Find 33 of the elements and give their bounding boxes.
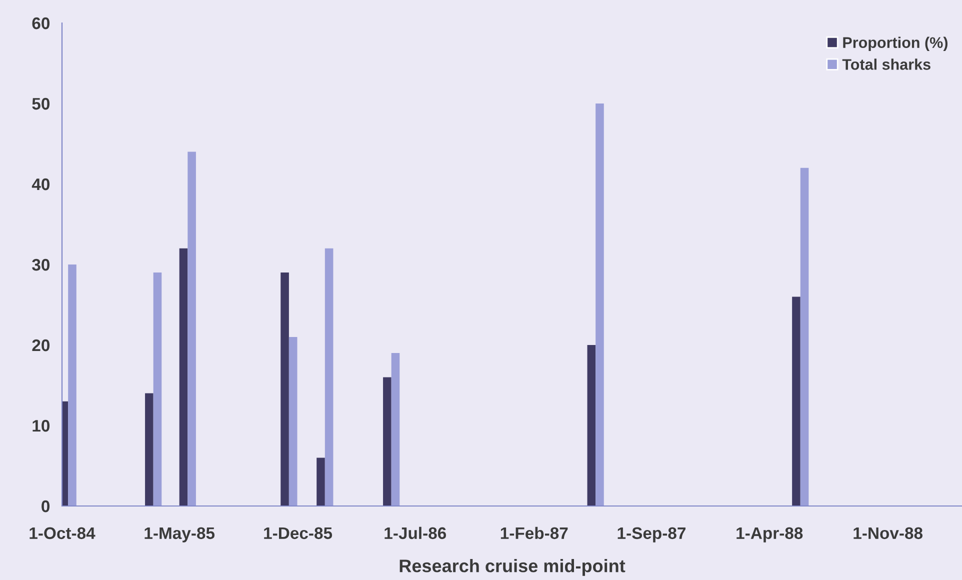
y-tick-label: 60 [32, 17, 50, 30]
x-tick-label: 1-Apr-88 [736, 527, 803, 542]
legend-label: Total sharks [842, 58, 930, 70]
bar [288, 336, 298, 506]
x-axis-title: Research cruise mid-point [400, 559, 626, 576]
bar [280, 272, 289, 506]
bar [800, 168, 809, 506]
legend-label: Proportion (%) [843, 36, 948, 51]
x-tick-label: 1-Oct-84 [30, 527, 96, 540]
x-tick-label: 1-May-85 [144, 527, 215, 542]
x-tick-label: 1-Jul-86 [384, 526, 446, 540]
bar [587, 345, 596, 506]
x-tick-label: 1-Sep-87 [618, 527, 686, 542]
bar [68, 264, 76, 506]
y-tick-label: 50 [32, 98, 50, 110]
x-tick-label: 1-Nov-88 [854, 527, 923, 540]
bar [383, 377, 392, 506]
bar [179, 248, 188, 506]
y-tick-label: 30 [32, 258, 50, 271]
bar [324, 248, 334, 506]
y-tick-label: 20 [32, 339, 50, 352]
bar [596, 104, 604, 506]
y-tick-label: 40 [32, 178, 50, 190]
y-tick-label: 0 [42, 500, 50, 512]
y-tick-label: 10 [32, 420, 50, 432]
bar [145, 393, 154, 506]
bar [153, 272, 162, 506]
x-tick-label: 1-Feb-87 [500, 526, 568, 540]
bar [391, 353, 400, 506]
bar [792, 296, 800, 506]
x-tick-label: 1-Dec-85 [264, 527, 332, 540]
bar [188, 152, 196, 506]
bar [316, 458, 325, 506]
